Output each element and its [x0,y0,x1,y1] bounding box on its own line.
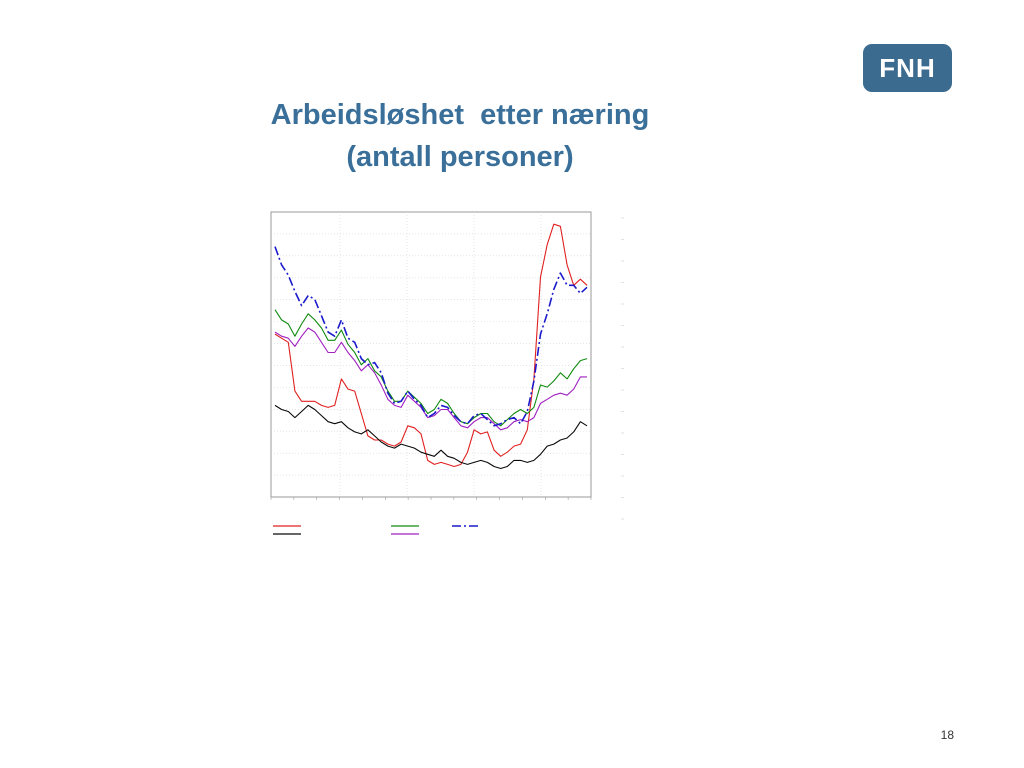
series-line-3 [274,404,588,470]
slide-title: Arbeidsløshet etter næring (antall perso… [200,94,720,178]
series-line-1 [274,223,588,468]
logo-text: FNH [879,52,936,83]
fnh-logo: FNH [863,44,952,92]
page-number: 18 [940,728,954,742]
plot-area [270,211,592,498]
series-line-2 [274,309,588,427]
series-line-5 [274,246,588,427]
unemployment-line-chart [270,211,624,535]
slide-title-line-2: (antall personer) [346,141,574,173]
series-line-4 [274,327,587,431]
slide-title-line-1: Arbeidsløshet etter næring [270,99,650,131]
